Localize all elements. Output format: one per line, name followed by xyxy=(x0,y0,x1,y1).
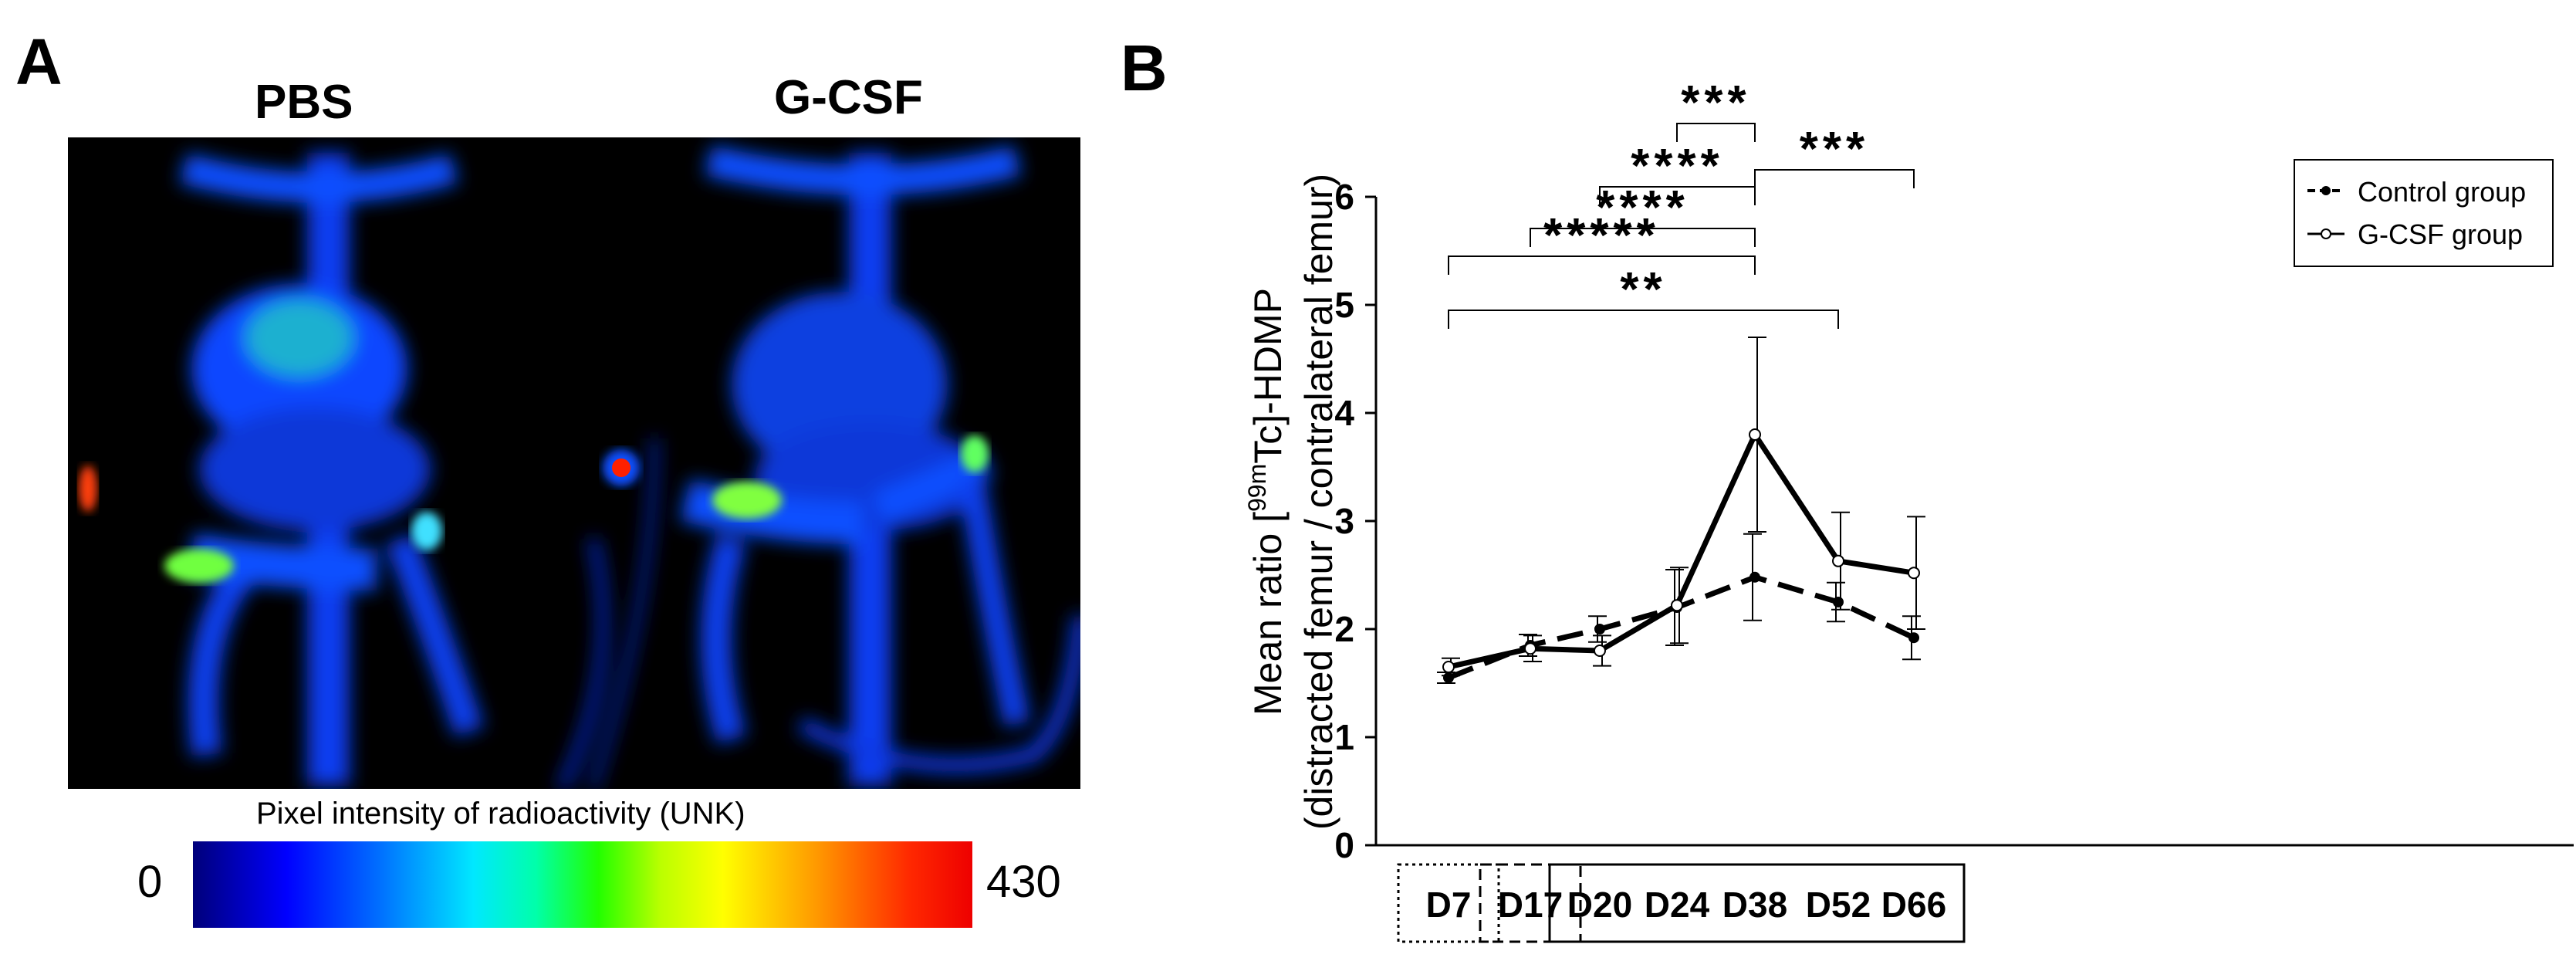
data-point xyxy=(1671,599,1683,612)
pbs-label: PBS xyxy=(255,76,353,129)
data-point xyxy=(1524,642,1536,655)
x-tick-label: D38 xyxy=(1722,885,1787,925)
pbs-rat xyxy=(179,153,658,789)
x-tick-label: D66 xyxy=(1881,885,1946,925)
data-point xyxy=(1832,554,1844,567)
ylabel-line2: (distracted femur / contralateral femur) xyxy=(1297,174,1340,830)
x-tick-label: D52 xyxy=(1806,885,1871,925)
significance-bracket xyxy=(1530,228,1756,247)
legend-marker-control xyxy=(2321,186,2331,195)
legend-control-label: Control group xyxy=(2358,176,2526,208)
significance-label: *** xyxy=(1681,76,1750,130)
significance-bracket xyxy=(1448,255,1756,275)
significance-bracket xyxy=(1448,310,1839,329)
data-point xyxy=(1594,645,1606,657)
data-point xyxy=(1749,571,1760,583)
panel-a-letter: A xyxy=(15,25,63,98)
data-point xyxy=(1833,597,1844,607)
y-tick-label: 1 xyxy=(1334,717,1354,757)
colorbar xyxy=(193,841,972,928)
significance-label: ***** xyxy=(1543,209,1660,262)
ylabel-tc: Tc]-HDMP xyxy=(1246,288,1290,464)
significance-label: **** xyxy=(1631,140,1724,193)
svg-text:Mean ratio [99mTc]-HDMP: Mean ratio [99mTc]-HDMP xyxy=(1243,288,1290,716)
category-box xyxy=(1397,863,1500,943)
y-tick-label: 4 xyxy=(1334,393,1354,433)
data-point xyxy=(1908,632,1919,644)
ylabel-sup: 99m xyxy=(1243,464,1271,512)
significance-label: *** xyxy=(1800,123,1869,176)
data-point xyxy=(1594,624,1605,634)
x-tick-label: D17 xyxy=(1498,885,1563,925)
significance-label: ** xyxy=(1620,263,1666,316)
scintigraphy-image xyxy=(68,137,1080,789)
data-point xyxy=(1442,661,1455,673)
category-box xyxy=(1548,863,1966,943)
ylabel-main: Mean ratio [ xyxy=(1246,512,1290,716)
significance-bracket xyxy=(1676,123,1756,142)
colorbar-max: 430 xyxy=(986,857,1061,907)
data-point xyxy=(1749,428,1761,441)
y-tick-label: 2 xyxy=(1334,609,1354,649)
x-tick-label: D24 xyxy=(1645,885,1710,925)
series-gcsf xyxy=(1442,337,1925,677)
significance-bracket xyxy=(1599,186,1756,205)
series-line xyxy=(1448,431,1915,670)
x-tick-label: D20 xyxy=(1567,885,1632,925)
x-tick-label: D7 xyxy=(1426,885,1472,925)
colorbar-min: 0 xyxy=(137,857,163,907)
legend: Control group G-CSF group xyxy=(2294,159,2554,267)
category-box xyxy=(1479,863,1582,943)
line-chart: 0 1 2 3 4 5 6 Mean ratio [99mTc]-HDMP (distrac… xyxy=(1243,76,2574,943)
data-point xyxy=(1908,567,1920,580)
colorbar-title: Pixel intensity of radioactivity (UNK) xyxy=(256,797,745,831)
panel-b-letter: B xyxy=(1121,32,1168,104)
y-tick-label: 5 xyxy=(1334,285,1354,325)
gcsf-label: G-CSF xyxy=(774,71,923,124)
significance-label: **** xyxy=(1596,181,1689,235)
legend-gcsf-label: G-CSF group xyxy=(2358,218,2523,250)
significance-bracket xyxy=(1754,169,1915,188)
y-axis-label: Mean ratio [99mTc]-HDMP (distracted femu… xyxy=(1243,174,1340,830)
y-tick-label: 3 xyxy=(1334,501,1354,541)
legend-marker-gcsf xyxy=(2321,228,2331,239)
y-tick-label: 0 xyxy=(1334,825,1354,865)
y-tick-label: 6 xyxy=(1334,177,1354,217)
data-point xyxy=(1443,672,1454,683)
